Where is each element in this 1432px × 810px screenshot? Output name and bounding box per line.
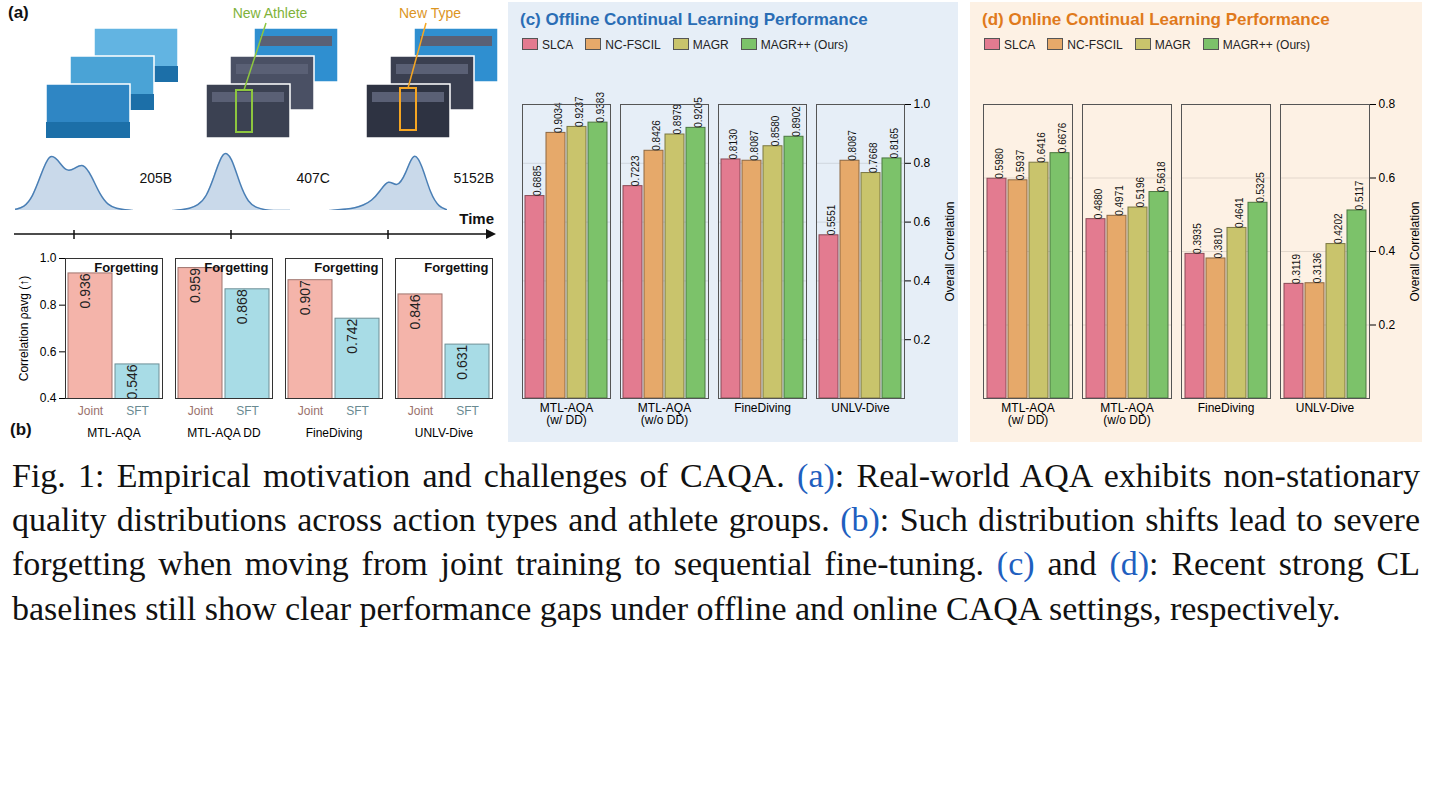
svg-text:MTL-AQA(w/ DD): MTL-AQA(w/ DD) (540, 401, 593, 427)
svg-text:0.5325: 0.5325 (1255, 172, 1266, 203)
svg-text:MTL-AQA(w/ DD): MTL-AQA(w/ DD) (1001, 401, 1054, 427)
svg-text:0.6416: 0.6416 (1036, 132, 1047, 163)
svg-text:New Type: New Type (399, 5, 461, 21)
svg-text:FineDiving: FineDiving (734, 401, 791, 415)
svg-text:Forgetting: Forgetting (314, 260, 378, 275)
svg-text:0.5618: 0.5618 (1156, 161, 1167, 192)
svg-text:0.9383: 0.9383 (595, 92, 606, 123)
svg-text:0.631: 0.631 (454, 344, 470, 379)
svg-text:0.5117: 0.5117 (1354, 180, 1365, 210)
svg-text:0.4: 0.4 (40, 391, 57, 405)
html-text:Fig. 1: Empirical motivation a: Fig. 1: Empirical motivation and challen… (12, 457, 1420, 627)
svg-text:(a): (a) (8, 3, 29, 22)
svg-text:0.9237: 0.9237 (574, 96, 585, 127)
svg-text:0.8426: 0.8426 (651, 120, 662, 151)
svg-text:0.6: 0.6 (1379, 171, 1396, 185)
svg-text:FineDiving: FineDiving (1198, 401, 1255, 415)
svg-text:UNLV-Dive: UNLV-Dive (415, 426, 474, 440)
svg-text:0.8: 0.8 (1379, 97, 1396, 111)
html-text:SLCA: SLCA (542, 38, 574, 52)
svg-text:0.846: 0.846 (407, 294, 423, 329)
svg-text:0.5551: 0.5551 (826, 204, 837, 235)
svg-text:0.8580: 0.8580 (770, 115, 781, 146)
svg-text:0.4880: 0.4880 (1093, 188, 1104, 219)
svg-text:0.7223: 0.7223 (630, 155, 641, 186)
svg-text:0.5937: 0.5937 (1015, 149, 1026, 180)
svg-text:0.4: 0.4 (914, 274, 931, 288)
svg-text:407C: 407C (297, 170, 330, 186)
svg-text:New Athlete: New Athlete (233, 5, 308, 21)
html-text:NC-FSCIL: NC-FSCIL (1067, 38, 1123, 52)
svg-text:0.9205: 0.9205 (693, 97, 704, 128)
svg-text:1.0: 1.0 (40, 251, 57, 265)
svg-text:SFT: SFT (346, 404, 369, 418)
svg-text:UNLV-Dive: UNLV-Dive (831, 401, 890, 415)
svg-text:Overall Correlation: Overall Correlation (1408, 201, 1422, 301)
svg-text:0.6885: 0.6885 (532, 165, 543, 196)
svg-text:0.4: 0.4 (1379, 244, 1396, 258)
svg-text:MTL-AQA: MTL-AQA (87, 426, 140, 440)
svg-text:0.8902: 0.8902 (791, 106, 802, 137)
svg-text:MTL-AQA(w/o DD): MTL-AQA(w/o DD) (1100, 401, 1153, 427)
svg-text:SFT: SFT (456, 404, 479, 418)
svg-text:0.5980: 0.5980 (994, 148, 1005, 179)
svg-text:0.3935: 0.3935 (1192, 223, 1203, 254)
svg-text:Forgetting: Forgetting (204, 260, 268, 275)
svg-text:0.8: 0.8 (914, 156, 931, 170)
html-text:(d) Online Continual Learning: (d) Online Continual Learning Performanc… (982, 10, 1330, 29)
svg-text:SFT: SFT (236, 404, 259, 418)
html-text:SLCA: SLCA (1004, 38, 1036, 52)
svg-text:Forgetting: Forgetting (424, 260, 488, 275)
svg-text:Forgetting: Forgetting (94, 260, 158, 275)
svg-text:0.9034: 0.9034 (553, 102, 564, 133)
svg-text:Joint: Joint (188, 404, 214, 418)
svg-text:205B: 205B (140, 170, 173, 186)
html-text:MAGR: MAGR (1154, 38, 1191, 52)
svg-text:0.8087: 0.8087 (847, 130, 858, 161)
svg-text:0.8979: 0.8979 (672, 103, 683, 134)
svg-text:0.4971: 0.4971 (1114, 185, 1125, 216)
svg-text:MTL-AQA DD: MTL-AQA DD (187, 426, 261, 440)
svg-text:Joint: Joint (408, 404, 434, 418)
svg-text:0.3810: 0.3810 (1213, 227, 1224, 258)
svg-text:FineDiving: FineDiving (306, 426, 363, 440)
html-text:(c) Offline Continual Learning: (c) Offline Continual Learning Performan… (520, 10, 868, 29)
svg-text:0.868: 0.868 (234, 289, 250, 324)
svg-text:Correlation ρavg (↑): Correlation ρavg (↑) (17, 276, 31, 382)
svg-text:0.4202: 0.4202 (1333, 213, 1344, 244)
svg-text:0.6: 0.6 (914, 215, 931, 229)
svg-text:0.5196: 0.5196 (1135, 177, 1146, 208)
html-text:MAGR++ (Ours): MAGR++ (Ours) (1222, 38, 1311, 52)
svg-text:5152B: 5152B (454, 170, 494, 186)
svg-text:0.7668: 0.7668 (868, 142, 879, 173)
svg-text:0.8: 0.8 (40, 298, 57, 312)
svg-text:0.8130: 0.8130 (728, 128, 739, 159)
svg-text:MTL-AQA(w/o DD): MTL-AQA(w/o DD) (638, 401, 691, 427)
html-text:NC-FSCIL: NC-FSCIL (605, 38, 661, 52)
svg-text:0.742: 0.742 (344, 318, 360, 353)
svg-text:1.0: 1.0 (914, 97, 931, 111)
svg-text:0.6: 0.6 (40, 345, 57, 359)
html-text:MAGR: MAGR (692, 38, 729, 52)
svg-text:0.546: 0.546 (124, 364, 140, 399)
svg-text:0.8087: 0.8087 (749, 130, 760, 161)
svg-text:0.907: 0.907 (297, 280, 313, 315)
svg-text:0.2: 0.2 (914, 333, 931, 347)
svg-text:Joint: Joint (298, 404, 324, 418)
svg-text:0.3136: 0.3136 (1312, 252, 1323, 283)
html-text:MAGR++ (Ours): MAGR++ (Ours) (760, 38, 849, 52)
html-text:(b): (b) (10, 420, 32, 439)
svg-text:0.959: 0.959 (187, 268, 203, 303)
svg-text:0.3119: 0.3119 (1291, 254, 1302, 284)
svg-text:0.6676: 0.6676 (1057, 122, 1068, 153)
svg-text:SFT: SFT (126, 404, 149, 418)
svg-text:0.2: 0.2 (1379, 318, 1396, 332)
svg-text:UNLV-Dive: UNLV-Dive (1296, 401, 1355, 415)
svg-text:Time: Time (459, 210, 494, 227)
svg-text:Joint: Joint (78, 404, 104, 418)
svg-text:0.4641: 0.4641 (1234, 197, 1245, 228)
svg-text:Overall Correlation: Overall Correlation (943, 201, 957, 301)
svg-text:0.8165: 0.8165 (889, 127, 900, 158)
svg-text:0.936: 0.936 (77, 273, 93, 308)
